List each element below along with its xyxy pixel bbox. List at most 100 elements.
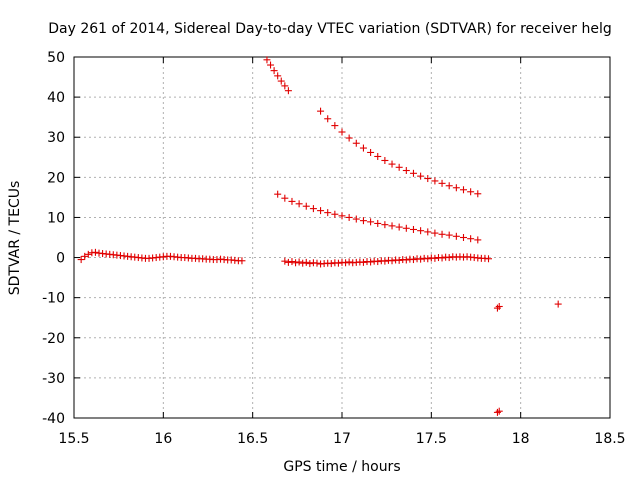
data-point [302,202,310,210]
y-tick-label: 50 [47,50,65,66]
data-point [288,258,296,266]
data-point [81,252,89,260]
data-point [274,190,282,198]
data-point [77,256,85,264]
data-point [284,87,292,95]
data-point [91,248,99,256]
y-tick-label: -30 [42,371,65,387]
data-point [431,254,439,262]
data-point [309,205,317,213]
y-tick-label: 40 [47,90,65,106]
data-point [281,257,289,265]
data-point [388,257,396,265]
x-tick-labels: 15.5 16 16.5 17 17.5 18 18.5 [58,431,625,447]
data-point [292,259,300,267]
data-point [452,184,460,192]
data-point [445,182,453,190]
x-tick-label: 15.5 [58,431,89,447]
data-point [324,115,332,123]
data-point [395,163,403,171]
y-tick-label: 10 [47,210,65,226]
data-point [374,152,382,160]
data-point [295,258,303,266]
data-point [313,259,321,267]
data-point [409,256,417,264]
data-point [238,257,246,265]
data-point [402,256,410,264]
y-tick-label: -10 [42,291,65,307]
data-point [324,209,332,217]
x-tick-label: 18.5 [594,431,625,447]
data-point [374,219,382,227]
data-point [270,67,278,75]
data-point [334,259,342,267]
data-point [352,139,360,147]
data-point [452,232,460,240]
data-points [77,56,562,416]
data-point [345,213,353,221]
x-tick-label: 17.5 [416,431,447,447]
data-point [467,235,475,243]
data-point [263,56,271,64]
data-point [367,148,375,156]
y-tick-labels: -40 -30 -20 -10 0 10 20 30 40 50 [42,50,65,427]
data-point [424,255,432,263]
data-point [417,172,425,180]
data-point [317,107,325,115]
data-point [424,228,432,236]
data-point [277,77,285,85]
data-point [281,194,289,202]
x-tick-label: 16 [154,431,172,447]
data-point [338,212,346,220]
data-point [402,167,410,175]
data-point [395,256,403,264]
data-point [367,258,375,266]
data-point [459,234,467,241]
data-point [409,169,417,177]
data-point [274,72,282,80]
data-point [459,186,467,194]
data-point [338,128,346,136]
x-tick-label: 16.5 [237,431,268,447]
data-point [381,221,389,229]
data-point [474,190,482,198]
data-point [352,215,360,223]
data-point [281,82,289,90]
data-point [438,230,446,238]
y-tick-label: 30 [47,130,65,146]
x-axis-label: GPS time / hours [283,459,400,475]
y-tick-label: -20 [42,331,65,347]
data-point [267,61,275,69]
data-point [367,218,375,226]
data-point [388,160,396,168]
data-point [402,224,410,232]
y-tick-label: 20 [47,170,65,186]
data-point [381,257,389,265]
data-point [295,200,303,208]
data-point [359,144,367,152]
data-point [374,258,382,266]
data-point [331,210,339,218]
data-point [84,250,92,258]
data-point [342,259,350,267]
data-point [284,258,292,266]
data-point [409,225,417,233]
data-point [431,177,439,185]
data-point [395,223,403,231]
data-point [493,304,501,312]
data-point [306,260,314,268]
data-point [288,197,296,205]
x-tick-label: 18 [512,431,530,447]
data-point [445,231,453,239]
data-point [445,254,453,262]
y-tick-label: 0 [56,251,65,267]
data-point [345,134,353,142]
data-point [417,255,425,263]
data-point [359,217,367,225]
y-tick-label: -40 [42,411,65,427]
data-point [327,260,335,268]
data-point [485,255,493,263]
data-point [417,227,425,235]
data-point [317,207,325,215]
